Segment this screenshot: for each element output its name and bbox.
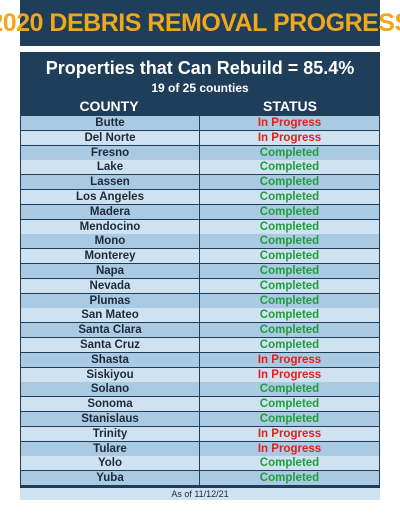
status-cell: Completed bbox=[200, 456, 379, 471]
page-title: 2020 DEBRIS REMOVAL PROGRESS bbox=[0, 8, 400, 37]
status-cell: Completed bbox=[200, 249, 379, 264]
county-cell: San Mateo bbox=[21, 308, 199, 323]
status-cell: In Progress bbox=[200, 441, 379, 456]
status-cell: Completed bbox=[200, 175, 379, 190]
county-cell: Los Angeles bbox=[21, 189, 199, 204]
status-cell: In Progress bbox=[200, 367, 379, 382]
table-row: Mendocino Completed bbox=[20, 219, 380, 235]
county-cell: Sonoma bbox=[21, 397, 199, 412]
status-cell: Completed bbox=[200, 308, 379, 323]
county-cell: Mendocino bbox=[21, 219, 199, 234]
status-cell: In Progress bbox=[200, 352, 379, 367]
county-cell: Del Norte bbox=[21, 130, 199, 145]
county-cell: Plumas bbox=[21, 293, 199, 308]
status-cell: Completed bbox=[200, 160, 379, 175]
county-cell: Solano bbox=[21, 382, 199, 397]
county-cell: Butte bbox=[21, 116, 199, 130]
county-status-table: Butte In Progress Del Norte In Progress Fres… bbox=[20, 116, 380, 486]
status-column-header: STATUS bbox=[263, 98, 317, 114]
table-row: Nevada Completed bbox=[20, 278, 380, 294]
rebuild-headline: Properties that Can Rebuild = 85.4% bbox=[45, 58, 355, 78]
table-row: Butte In Progress bbox=[20, 116, 380, 131]
status-cell: Completed bbox=[200, 471, 379, 486]
table-row: Los Angeles Completed bbox=[20, 189, 380, 205]
status-cell: In Progress bbox=[200, 116, 379, 130]
status-cell: Completed bbox=[200, 293, 379, 308]
county-column-header: COUNTY bbox=[79, 98, 139, 114]
county-count: 19 of 25 counties bbox=[151, 81, 249, 95]
table-row: Monterey Completed bbox=[20, 249, 380, 264]
county-cell: Santa Cruz bbox=[21, 337, 199, 352]
table-row: Lassen Completed bbox=[20, 175, 380, 190]
table-row: Napa Completed bbox=[20, 263, 380, 279]
table-row: Santa Clara Completed bbox=[20, 323, 380, 338]
table-row: San Mateo Completed bbox=[20, 308, 380, 323]
table-row: Shasta In Progress bbox=[20, 352, 380, 368]
status-cell: In Progress bbox=[200, 130, 379, 145]
status-cell: Completed bbox=[200, 204, 379, 219]
status-cell: Completed bbox=[200, 382, 379, 397]
county-cell: Trinity bbox=[21, 426, 199, 441]
status-cell: Completed bbox=[200, 145, 379, 160]
status-cell: Completed bbox=[200, 263, 379, 278]
table-row: Yuba Completed bbox=[20, 471, 380, 486]
status-cell: Completed bbox=[200, 323, 379, 338]
county-cell: Lake bbox=[21, 160, 199, 175]
table-row: Lake Completed bbox=[20, 160, 380, 175]
status-cell: Completed bbox=[200, 411, 379, 426]
county-cell: Monterey bbox=[21, 249, 199, 264]
county-cell: Napa bbox=[21, 263, 199, 278]
county-cell: Madera bbox=[21, 204, 199, 219]
table-row: Fresno Completed bbox=[20, 145, 380, 161]
table-row: Stanislaus Completed bbox=[20, 411, 380, 427]
title-banner: 2020 DEBRIS REMOVAL PROGRESS bbox=[0, 0, 400, 46]
progress-panel: Properties that Can Rebuild = 85.4% 19 o… bbox=[20, 52, 380, 499]
table-row: Solano Completed bbox=[20, 382, 380, 397]
county-cell: Yuba bbox=[21, 471, 199, 486]
table-row: Del Norte In Progress bbox=[20, 130, 380, 146]
county-cell: Santa Clara bbox=[21, 323, 199, 338]
as-of-date: As of 11/12/21 bbox=[20, 488, 380, 500]
county-cell: Tulare bbox=[21, 441, 199, 456]
status-cell: Completed bbox=[200, 397, 379, 412]
table-row: Plumas Completed bbox=[20, 293, 380, 309]
status-cell: Completed bbox=[200, 219, 379, 234]
status-cell: Completed bbox=[200, 234, 379, 249]
county-cell: Stanislaus bbox=[21, 411, 199, 426]
county-cell: Fresno bbox=[21, 145, 199, 160]
table-row: Sonoma Completed bbox=[20, 397, 380, 412]
status-cell: Completed bbox=[200, 189, 379, 204]
county-cell: Mono bbox=[21, 234, 199, 249]
table-row: Mono Completed bbox=[20, 234, 380, 249]
county-cell: Lassen bbox=[21, 175, 199, 190]
table-row: Santa Cruz Completed bbox=[20, 337, 380, 353]
county-cell: Siskiyou bbox=[21, 367, 199, 382]
table-row: Trinity In Progress bbox=[20, 426, 380, 442]
county-cell: Nevada bbox=[21, 278, 199, 293]
table-row: Siskiyou In Progress bbox=[20, 367, 380, 383]
status-cell: Completed bbox=[200, 278, 379, 293]
county-cell: Shasta bbox=[21, 352, 199, 367]
table-row: Tulare In Progress bbox=[20, 441, 380, 457]
status-cell: In Progress bbox=[200, 426, 379, 441]
status-cell: Completed bbox=[200, 337, 379, 352]
county-cell: Yolo bbox=[21, 456, 199, 471]
table-row: Yolo Completed bbox=[20, 456, 380, 471]
table-row: Madera Completed bbox=[20, 204, 380, 220]
